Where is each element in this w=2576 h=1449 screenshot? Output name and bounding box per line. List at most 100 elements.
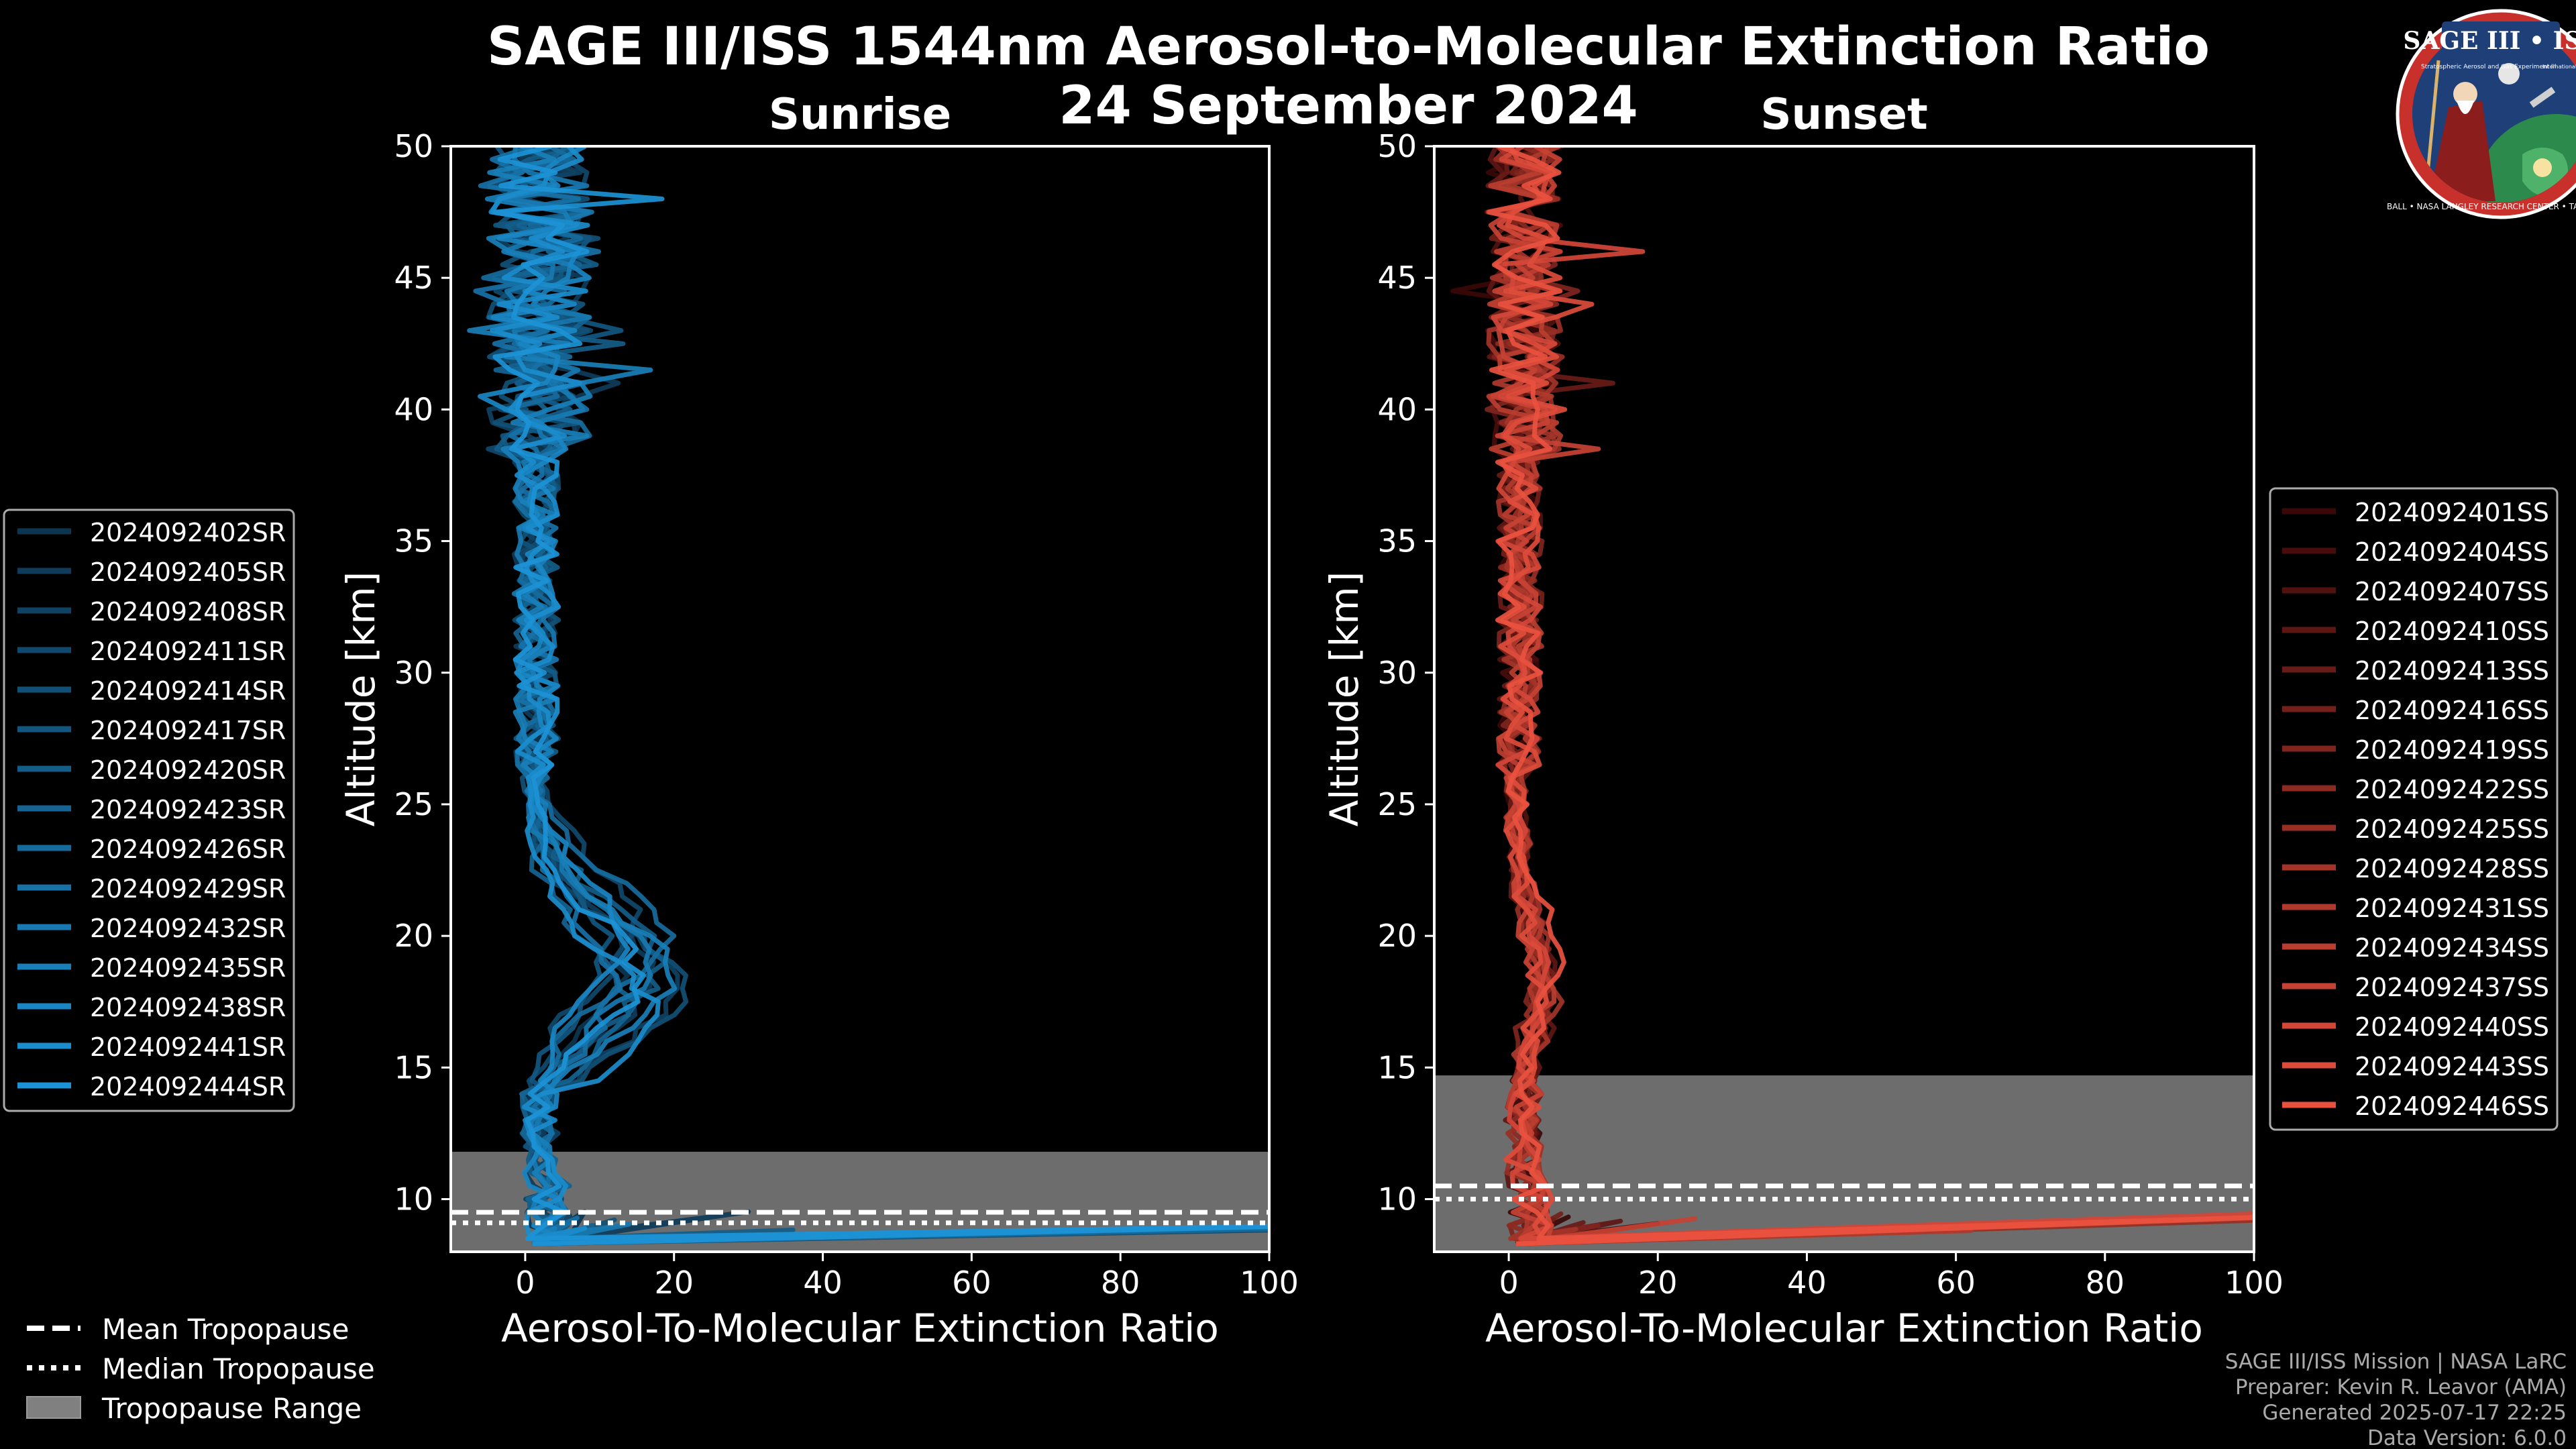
y-tick-label: 15: [1377, 1049, 1417, 1085]
legend-label: 2024092416SS: [2355, 696, 2549, 725]
legend-label: 2024092420SR: [90, 755, 286, 785]
logo-subtitle-text: Stratospheric Aerosol and Gas Experiment…: [2421, 64, 2557, 70]
sunrise-x-axis-label: Aerosol-To-Molecular Extinction Ratio: [501, 1305, 1219, 1351]
logo-moon-icon: [2498, 63, 2520, 85]
legend-label: 2024092423SR: [90, 795, 286, 824]
sunset-x-axis-label: Aerosol-To-Molecular Extinction Ratio: [1485, 1305, 2203, 1351]
x-tick-label: 0: [1499, 1265, 1518, 1301]
legend-label: 2024092441SR: [90, 1032, 286, 1062]
legend-label: 2024092429SR: [90, 874, 286, 904]
tropopause-legend: Mean Tropopause Median Tropopause Tropop…: [26, 1313, 375, 1425]
legend-label: 2024092405SR: [90, 557, 286, 587]
legend-label: 2024092437SS: [2355, 973, 2549, 1002]
legend-label: 2024092444SR: [90, 1072, 286, 1102]
legend-label: 2024092434SS: [2355, 933, 2549, 963]
y-tick-label: 15: [394, 1049, 433, 1085]
legend-label: 2024092414SR: [90, 676, 286, 706]
x-tick-label: 80: [1101, 1265, 1140, 1301]
legend-label: 2024092411SR: [90, 637, 286, 666]
x-tick-label: 0: [515, 1265, 535, 1301]
legend-label: 2024092435SR: [90, 953, 286, 983]
y-tick-label: 50: [1377, 128, 1417, 164]
y-tick-label: 35: [1377, 523, 1417, 559]
median-tropopause-label: Median Tropopause: [102, 1352, 375, 1385]
y-tick-label: 30: [394, 655, 433, 691]
logo-wizard-head-icon: [2453, 82, 2477, 106]
sunrise-legend-frame: [3, 508, 295, 1112]
legend-label: 2024092419SS: [2355, 735, 2549, 765]
sunrise-panel-title: Sunrise: [769, 90, 951, 140]
legend-label: 2024092446SS: [2355, 1091, 2549, 1121]
sunset-panel-title: Sunset: [1760, 90, 1927, 140]
sunset-legend-frame: [2269, 487, 2559, 1131]
footer-generated: Generated 2025-07-17 22:25: [2262, 1401, 2567, 1425]
x-tick-label: 60: [952, 1265, 991, 1301]
x-tick-label: 80: [2086, 1265, 2125, 1301]
legend-label: 2024092402SR: [90, 518, 286, 547]
legend-label: 2024092422SS: [2355, 775, 2549, 804]
x-tick-label: 100: [1240, 1265, 1299, 1301]
legend-label: 2024092410SS: [2355, 616, 2549, 646]
sunset-plot: 0 20 40 60 80 100 10 15 20 25 30 35 40 45 50 Aerosol-T…: [1322, 128, 2284, 1351]
legend-label: 2024092431SS: [2355, 894, 2549, 923]
logo-title-text: SAGE III • ISS: [2403, 27, 2576, 55]
profile-line-2024092417SR: [493, 146, 624, 1246]
y-tick-label: 25: [1377, 786, 1417, 822]
legend-label: 2024092407SS: [2355, 577, 2549, 606]
footer-data-version: Data Version: 6.0.0: [2367, 1426, 2567, 1449]
legend-label: 2024092428SS: [2355, 854, 2549, 883]
legend-label: 2024092417SR: [90, 716, 286, 745]
legend-label: 2024092425SS: [2355, 814, 2549, 844]
legend-label: 2024092432SR: [90, 914, 286, 943]
profile-line-2024092444SR: [492, 146, 1269, 1246]
y-tick-label: 40: [1377, 391, 1417, 427]
y-tick-label: 50: [394, 128, 433, 164]
sunset-plot-background: [1434, 146, 2254, 1252]
sunset-y-axis-label: Altitude [km]: [1322, 572, 1367, 826]
y-tick-label: 20: [1377, 918, 1417, 954]
y-tick-label: 40: [394, 391, 433, 427]
x-tick-label: 40: [803, 1265, 843, 1301]
sage-iii-iss-logo: SAGE III • ISS Stratospheric Aerosol and…: [2387, 9, 2576, 219]
credits-footer: SAGE III/ISS Mission | NASA LaRC Prepare…: [2225, 1350, 2567, 1449]
logo-ring-text: BALL • NASA LANGLEY RESEARCH CENTER • TA…: [2387, 202, 2576, 211]
sunrise-y-axis-label: Altitude [km]: [338, 572, 384, 826]
legend-label: 2024092426SR: [90, 835, 286, 864]
y-tick-label: 10: [1377, 1181, 1417, 1218]
mean-tropopause-label: Mean Tropopause: [102, 1313, 349, 1346]
profile-line-2024092441SR: [490, 146, 661, 1246]
x-tick-label: 100: [2224, 1265, 2284, 1301]
y-tick-label: 20: [394, 918, 433, 954]
sunrise-legend: 2024092402SR 2024092405SR 2024092408SR 2024…: [3, 508, 295, 1112]
y-tick-label: 45: [394, 260, 433, 296]
y-tick-label: 10: [394, 1181, 433, 1218]
x-tick-label: 20: [1638, 1265, 1678, 1301]
legend-label: 2024092404SS: [2355, 537, 2549, 567]
y-tick-label: 35: [394, 523, 433, 559]
sunset-plot-frame: [1433, 145, 2255, 1253]
tropopause-range-swatch: [26, 1396, 81, 1419]
logo-sun-icon: [2533, 158, 2552, 177]
legend-label: 2024092408SR: [90, 597, 286, 627]
y-tick-label: 45: [1377, 260, 1417, 296]
logo-beard-icon: [2457, 101, 2474, 114]
logo-wizard-robe-icon: [2428, 101, 2496, 201]
legend-label: 2024092443SS: [2355, 1052, 2549, 1081]
logo-banner: [2442, 21, 2560, 59]
y-tick-label: 30: [1377, 655, 1417, 691]
chart-subtitle: 24 September 2024: [1059, 76, 1638, 136]
x-tick-label: 60: [1936, 1265, 1976, 1301]
legend-label: 2024092440SS: [2355, 1012, 2549, 1042]
sunrise-plot-frame: [449, 145, 1271, 1253]
x-tick-label: 40: [1787, 1265, 1827, 1301]
sunrise-plot: 0 20 40 60 80 100 10 15 20 25 30 35 40 45 50 Aerosol-T…: [338, 128, 1299, 1351]
logo-iss-icon: [2529, 87, 2556, 108]
sunset-legend: 2024092401SS 2024092404SS 2024092407SS 2024…: [2269, 487, 2559, 1131]
legend-label: 2024092438SR: [90, 993, 286, 1022]
logo-subtitle-text-2: International Space Station: [2542, 64, 2576, 70]
x-tick-label: 20: [654, 1265, 694, 1301]
tropopause-range-label: Tropopause Range: [101, 1392, 362, 1425]
y-tick-label: 25: [394, 786, 433, 822]
legend-label: 2024092413SS: [2355, 656, 2549, 686]
